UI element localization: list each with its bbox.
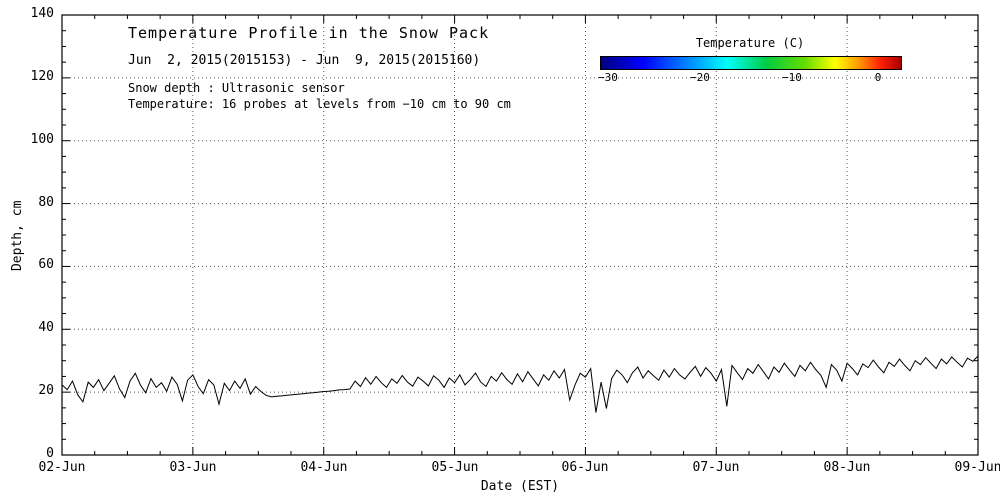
colorbar [600, 56, 902, 70]
x-tick-label: 07-Jun [692, 460, 740, 475]
annotation-temperature-probes: Temperature: 16 probes at levels from −1… [128, 97, 511, 111]
chart-subtitle: Jun 2, 2015(2015153) - Jun 9, 2015(20151… [128, 53, 481, 68]
x-tick-label: 04-Jun [300, 460, 348, 475]
x-tick-label: 02-Jun [38, 460, 86, 475]
x-tick-label: 03-Jun [169, 460, 217, 475]
colorbar-tick-label: 0 [874, 71, 882, 84]
colorbar-title: Temperature (C) [695, 36, 805, 50]
x-tick-label: 09-Jun [954, 460, 1000, 475]
y-tick-label: 0 [46, 446, 54, 461]
colorbar-tick-label: −30 [598, 71, 618, 84]
colorbar-tick-label: −20 [690, 71, 710, 84]
colorbar-tick-label: −10 [782, 71, 802, 84]
y-tick-label: 100 [30, 132, 54, 147]
x-axis-label: Date (EST) [480, 479, 560, 494]
y-tick-label: 60 [38, 257, 54, 272]
y-tick-label: 40 [38, 320, 54, 335]
y-tick-label: 20 [38, 383, 54, 398]
x-tick-label: 06-Jun [561, 460, 609, 475]
annotation-snow-depth: Snow depth : Ultrasonic sensor [128, 81, 345, 95]
y-axis-label: Depth, cm [10, 200, 26, 272]
x-tick-label: 08-Jun [823, 460, 871, 475]
x-tick-label: 05-Jun [431, 460, 479, 475]
snow-depth-line [61, 355, 979, 413]
y-tick-label: 120 [30, 69, 54, 84]
chart-title: Temperature Profile in the Snow Pack [128, 24, 490, 42]
y-tick-label: 140 [30, 6, 54, 21]
y-tick-label: 80 [38, 195, 54, 210]
plot-frame [61, 14, 979, 456]
